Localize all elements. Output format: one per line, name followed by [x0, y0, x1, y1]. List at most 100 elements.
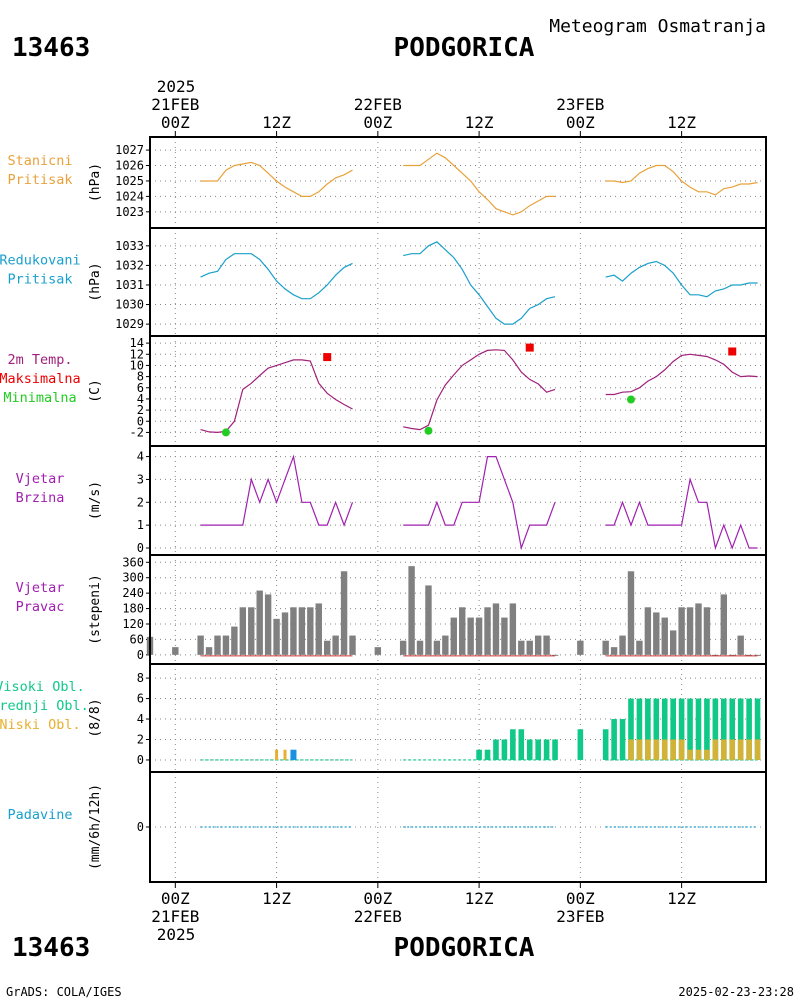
time-label-top: 12Z — [262, 113, 291, 132]
direction-bar — [264, 594, 272, 655]
direction-bar — [416, 640, 424, 655]
series-line — [605, 260, 758, 298]
direction-bar — [703, 607, 711, 655]
low-cloud-bar — [670, 739, 676, 760]
direction-bar — [248, 607, 255, 655]
panel-label: Minimalna — [3, 390, 76, 406]
high-cloud-bar — [577, 729, 584, 760]
y-tick-label: 8 — [137, 370, 144, 384]
time-label-bottom: 00Z — [566, 889, 595, 908]
y-axis-label: (stepeni) — [88, 574, 103, 644]
min-temp-marker — [626, 395, 635, 404]
panel-precipitation: 0 (mm/6h/12h) Padavine — [7, 771, 767, 883]
direction-bar — [484, 607, 491, 655]
y-tick-label: 1023 — [115, 205, 144, 219]
y-tick-label: 2 — [137, 495, 144, 509]
low-cloud-bar — [661, 739, 668, 760]
time-axis: 00Z 00Z 12Z 12Z 00Z 00Z 12Z 12Z 00Z 00Z 12Z 12Z 21FE… — [151, 95, 696, 926]
panel-label: Visoki Obl. — [0, 679, 85, 695]
high-cloud-bar — [493, 739, 499, 760]
high-cloud-bar — [687, 698, 693, 760]
direction-bar — [450, 617, 457, 655]
y-tick-label: 0 — [137, 753, 144, 767]
direction-bar — [627, 571, 635, 655]
y-tick-label: 6 — [137, 692, 144, 706]
direction-bar — [492, 603, 500, 655]
direction-bar — [205, 647, 213, 655]
panel-frame — [149, 227, 767, 337]
time-label-top: 00Z — [566, 113, 595, 132]
low-cloud-bar — [712, 739, 719, 760]
direction-bar — [425, 585, 432, 655]
low-cloud-bar — [645, 739, 651, 760]
low-cloud-bar — [653, 739, 660, 760]
high-cloud-bar — [476, 749, 482, 760]
y-tick-label: 1026 — [115, 159, 144, 173]
low-cloud-bar — [737, 739, 744, 760]
station-id-bottom: 13463 — [12, 933, 90, 963]
time-label-top: 00Z — [161, 113, 190, 132]
high-cloud-bar — [543, 739, 550, 760]
high-cloud-bar — [704, 698, 710, 760]
high-cloud-bar — [501, 739, 508, 760]
series-line — [200, 253, 353, 300]
y-tick-label: 0 — [137, 820, 144, 834]
panel-frame — [149, 771, 767, 883]
low-cloud-bar — [636, 739, 643, 760]
direction-bar — [214, 635, 221, 655]
high-cloud-bar — [695, 698, 702, 760]
direction-bar — [256, 590, 263, 655]
station-name-bottom: PODGORICA — [394, 933, 535, 963]
direction-bar — [577, 640, 584, 655]
direction-bar — [619, 635, 626, 655]
direction-bar — [433, 640, 441, 655]
direction-bar — [661, 617, 668, 655]
y-tick-label: 2 — [137, 403, 144, 417]
low-cloud-bar — [754, 739, 761, 760]
direction-bar — [290, 607, 297, 655]
direction-bar — [644, 607, 652, 655]
direction-bar — [332, 635, 339, 655]
high-cloud-bar — [535, 739, 541, 760]
low-cloud-bar — [721, 739, 727, 760]
time-label-bottom: 12Z — [465, 889, 494, 908]
time-label-bottom: 00Z — [363, 889, 392, 908]
panel-label: Brzina — [16, 490, 65, 506]
direction-bar — [509, 603, 517, 655]
direction-bar — [678, 607, 685, 655]
low-cloud-bar — [678, 739, 685, 760]
date-label-top: 22FEB — [354, 95, 402, 114]
low-cloud-bar — [275, 749, 279, 760]
low-cloud-bar — [704, 749, 710, 760]
panel-label: Pritisak — [7, 272, 72, 288]
panel-label: Redukovani — [0, 253, 81, 269]
y-tick-label: 240 — [122, 586, 144, 600]
high-cloud-bar — [678, 698, 685, 760]
series-line — [605, 164, 758, 196]
direction-bar — [526, 640, 533, 655]
direction-bar — [518, 640, 525, 655]
direction-bar — [324, 640, 331, 655]
high-cloud-bar — [526, 739, 533, 760]
max-temp-marker — [728, 347, 737, 356]
year-label-bottom: 2025 — [157, 925, 196, 944]
direction-bar — [231, 626, 238, 655]
series-line — [200, 454, 354, 527]
high-cloud-bar — [636, 698, 643, 760]
low-cloud-bar — [746, 739, 752, 760]
date-label-bottom: 23FEB — [556, 907, 604, 926]
direction-bar — [602, 640, 609, 655]
panel-label: Vjetar — [16, 580, 65, 596]
high-cloud-bar — [510, 729, 516, 760]
direction-bar — [315, 603, 322, 655]
high-cloud-bar — [645, 698, 651, 760]
direction-bar — [636, 640, 643, 655]
series-line — [403, 456, 556, 551]
direction-bar — [340, 571, 348, 655]
high-cloud-bar — [712, 698, 719, 760]
high-cloud-bar — [518, 729, 525, 760]
min-temp-marker — [424, 426, 433, 435]
series-line — [403, 152, 555, 216]
